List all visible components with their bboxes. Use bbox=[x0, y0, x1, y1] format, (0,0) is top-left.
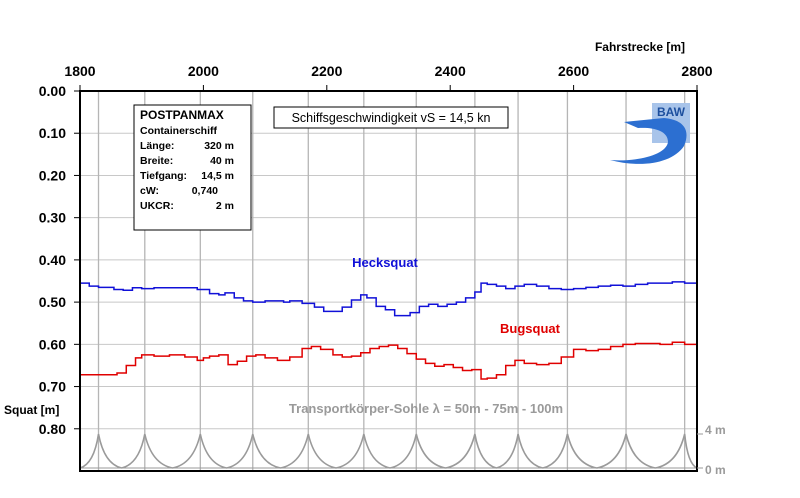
bed-arch bbox=[389, 433, 446, 469]
y-tick-label: 0.80 bbox=[39, 421, 66, 437]
y-tick-label: 0.70 bbox=[39, 379, 66, 395]
bed-arch bbox=[172, 433, 227, 469]
bed-arch bbox=[655, 433, 698, 469]
series-label-hecksquat: Hecksquat bbox=[352, 255, 418, 270]
bed-profile-label: Transportkörper-Sohle λ = 50m - 75m - 10… bbox=[289, 401, 563, 416]
vessel-info-box: POSTPANMAX Containerschiff Länge: 320 m … bbox=[133, 104, 252, 231]
y-tick-label: 0.10 bbox=[39, 125, 66, 141]
tick-labels: 1800 2000 2200 2400 2600 2800 0.00 0.10 0.20 0.30… bbox=[39, 63, 713, 469]
vessel-row-value: 2 m bbox=[216, 200, 234, 212]
y-tick-label: 0.50 bbox=[39, 294, 66, 310]
x-axis-label: Fahrstrecke [m] bbox=[595, 40, 685, 54]
bed-arch bbox=[496, 433, 543, 469]
series-line-bugsquat bbox=[80, 341, 698, 380]
logo-text: BAW bbox=[657, 105, 686, 119]
secondary-axis-label-top: 4 m bbox=[705, 423, 726, 437]
y-tick-label: 0.60 bbox=[39, 336, 66, 352]
bed-arch bbox=[335, 433, 391, 469]
speed-label: Schiffsgeschwindigkeit vS = 14,5 kn bbox=[292, 111, 491, 125]
vessel-row-value: 320 m bbox=[204, 140, 234, 152]
vessel-row-key: Breite: bbox=[140, 155, 173, 167]
x-tick-label: 2000 bbox=[188, 63, 219, 79]
y-tick-label: 0.00 bbox=[39, 83, 66, 99]
series-label-bugsquat: Bugsquat bbox=[500, 321, 561, 336]
vessel-row-value: 0,740 bbox=[192, 185, 218, 197]
speed-label-frame bbox=[273, 106, 509, 129]
secondary-axis-label-bottom: 0 m bbox=[705, 463, 726, 477]
speed-label-box: Schiffsgeschwindigkeit vS = 14,5 kn bbox=[273, 106, 509, 129]
logo-swoosh bbox=[610, 118, 687, 164]
y-tick-label: 0.40 bbox=[39, 252, 66, 268]
series-layer bbox=[80, 281, 698, 380]
vessel-name: POSTPANMAX bbox=[140, 108, 224, 122]
vessel-info-frame bbox=[133, 104, 252, 231]
x-tick-label: 2200 bbox=[311, 63, 342, 79]
x-tick-label: 1800 bbox=[64, 63, 95, 79]
vessel-row-key: cW: bbox=[140, 185, 159, 197]
plot-frame bbox=[79, 90, 698, 472]
vessel-row-key: Länge: bbox=[140, 140, 174, 152]
bed-arch bbox=[542, 433, 597, 469]
vessel-row-key: Tiefgang: bbox=[140, 170, 187, 182]
baw-logo: BAW bbox=[610, 103, 690, 164]
x-tick-label: 2600 bbox=[558, 63, 589, 79]
y-axis-label: Squat [m] bbox=[4, 403, 59, 417]
bed-arch bbox=[445, 433, 497, 469]
bed-arch bbox=[79, 433, 122, 469]
vessel-row-value: 14,5 m bbox=[201, 170, 234, 182]
x-tick-label: 2800 bbox=[681, 63, 712, 79]
x-tick-label: 2400 bbox=[435, 63, 466, 79]
bed-arch bbox=[226, 433, 281, 469]
series-line-hecksquat bbox=[80, 281, 698, 317]
vessel-type: Containerschiff bbox=[140, 125, 218, 137]
vessel-row-value: 40 m bbox=[210, 155, 234, 167]
bed-arch bbox=[280, 433, 337, 469]
bed-arch bbox=[596, 433, 656, 469]
y-tick-label: 0.20 bbox=[39, 167, 66, 183]
y-tick-label: 0.30 bbox=[39, 210, 66, 226]
bed-arch bbox=[121, 433, 173, 469]
vessel-row-key: UKCR: bbox=[140, 200, 174, 212]
